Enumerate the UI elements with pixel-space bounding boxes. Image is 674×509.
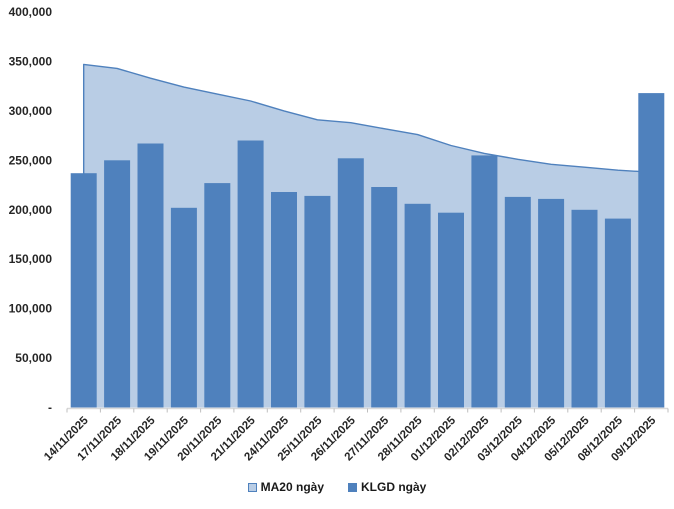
klgd-bar <box>571 209 598 408</box>
ma20-area <box>83 64 652 408</box>
legend-item-ma20: MA20 ngày <box>247 480 324 494</box>
ma20-line <box>82 63 652 408</box>
legend-label-klgd: KLGD ngày <box>361 480 427 494</box>
klgd-bar <box>204 183 231 408</box>
y-axis-label: 200,000 <box>9 203 53 217</box>
klgd-bar <box>504 196 531 408</box>
klgd-bar <box>638 93 665 408</box>
y-axis-label: - <box>48 401 52 415</box>
y-axis-label: 100,000 <box>9 302 53 316</box>
legend-label-ma20: MA20 ngày <box>260 480 324 494</box>
klgd-bar <box>471 155 498 408</box>
y-axis-label: 50,000 <box>15 351 52 365</box>
klgd-bar <box>337 158 364 408</box>
klgd-bar <box>70 173 97 408</box>
y-axis-label: 300,000 <box>9 104 53 118</box>
klgd-bar <box>404 203 431 408</box>
klgd-bar <box>271 192 297 408</box>
legend-item-klgd: KLGD ngày <box>348 480 426 494</box>
chart-legend: MA20 ngày KLGD ngày <box>0 480 674 494</box>
y-axis-label: 150,000 <box>9 252 53 266</box>
klgd-bar <box>104 160 131 408</box>
y-axis-label: 250,000 <box>9 153 53 167</box>
klgd-bar <box>538 198 565 408</box>
ma20-legend-swatch-icon <box>247 482 257 492</box>
klgd-bar <box>304 195 331 408</box>
klgd-bar <box>438 212 464 408</box>
klgd-bar <box>371 187 398 408</box>
klgd-legend-swatch-icon <box>348 482 357 492</box>
klgd-bar <box>604 218 631 408</box>
klgd-bar <box>237 140 264 408</box>
klgd-bar <box>137 143 164 408</box>
y-axis-label: 400,000 <box>9 5 53 19</box>
klgd-bar <box>170 207 197 408</box>
y-axis-label: 350,000 <box>9 54 53 68</box>
